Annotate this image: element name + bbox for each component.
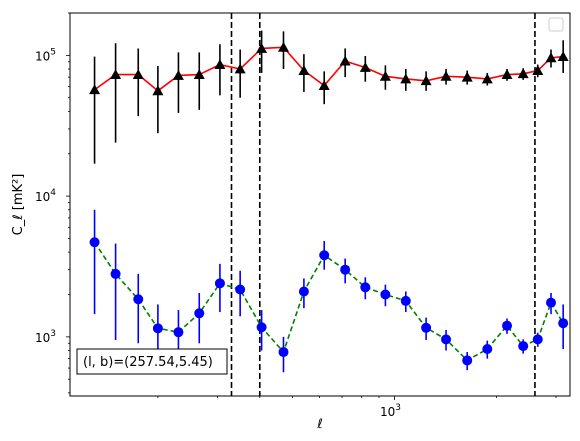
- data-point-2-8: [235, 284, 246, 295]
- data-point-2-10: [278, 347, 289, 358]
- data-point-1-2: [110, 69, 122, 80]
- data-point-2-16: [400, 295, 411, 306]
- reference-lines: [230, 13, 536, 396]
- data-point-1-13: [339, 55, 351, 66]
- data-point-2-3: [133, 294, 144, 305]
- data-point-1-7: [214, 59, 226, 69]
- data-point-1-24: [545, 52, 557, 63]
- data-point-2-13: [340, 264, 351, 275]
- annotation: (l, b)=(257.54,5.45): [76, 348, 228, 375]
- data-point-1-6: [193, 69, 205, 80]
- data-point-2-22: [518, 341, 529, 352]
- y-tick-label: 103: [35, 329, 56, 345]
- annotation-box: [76, 348, 228, 375]
- data-point-2-12: [319, 250, 330, 261]
- data-point-1-3: [132, 69, 144, 80]
- y-tick-label: 105: [35, 47, 56, 63]
- data-point-2-5: [173, 327, 184, 338]
- data-point-1-18: [440, 70, 452, 81]
- data-point-1-9: [256, 42, 268, 53]
- series-1: [89, 30, 569, 164]
- data-point-2-9: [256, 322, 267, 333]
- y-axis-label: C_ℓ [mK²]: [11, 174, 26, 236]
- data-point-1-15: [379, 70, 391, 81]
- series-2: [89, 209, 569, 373]
- data-point-2-11: [298, 286, 309, 297]
- annotation-text: (l, b)=(257.54,5.45): [83, 355, 213, 370]
- data-point-2-25: [558, 318, 569, 329]
- data-point-2-14: [360, 282, 371, 293]
- data-point-1-1: [89, 84, 101, 95]
- x-axis-label: ℓ: [316, 417, 322, 432]
- data-point-2-20: [482, 343, 493, 354]
- data-point-1-12: [318, 80, 330, 90]
- data-point-2-17: [421, 322, 432, 333]
- x-tick-label: 103: [380, 403, 401, 419]
- data-point-1-20: [481, 73, 493, 84]
- data-point-1-23: [532, 65, 544, 75]
- data-point-2-21: [502, 320, 513, 331]
- data-point-2-24: [546, 297, 557, 308]
- data-point-1-19: [461, 71, 473, 82]
- data-series: [89, 30, 569, 373]
- y-tick-label: 104: [35, 188, 56, 204]
- data-point-1-11: [298, 65, 310, 75]
- data-point-1-17: [420, 75, 432, 86]
- axis-ticks: 103 103 104 105: [35, 12, 557, 419]
- data-point-2-23: [532, 334, 543, 345]
- data-point-1-25: [557, 51, 569, 62]
- data-point-1-14: [359, 61, 371, 72]
- data-point-1-21: [501, 69, 513, 80]
- legend-box: [548, 17, 564, 32]
- data-point-2-15: [380, 289, 391, 300]
- data-point-2-6: [194, 308, 205, 319]
- data-point-2-2: [110, 268, 121, 279]
- data-point-2-7: [214, 278, 225, 289]
- data-point-1-16: [400, 73, 412, 84]
- data-point-2-1: [89, 237, 100, 248]
- data-point-1-22: [517, 68, 529, 79]
- data-point-1-4: [152, 85, 164, 96]
- data-point-2-18: [441, 334, 452, 345]
- data-point-1-10: [277, 41, 289, 52]
- data-point-2-4: [152, 323, 163, 334]
- data-point-1-5: [172, 69, 184, 80]
- plot-frame: [69, 12, 571, 397]
- data-point-2-19: [462, 355, 473, 366]
- data-point-1-8: [234, 63, 246, 74]
